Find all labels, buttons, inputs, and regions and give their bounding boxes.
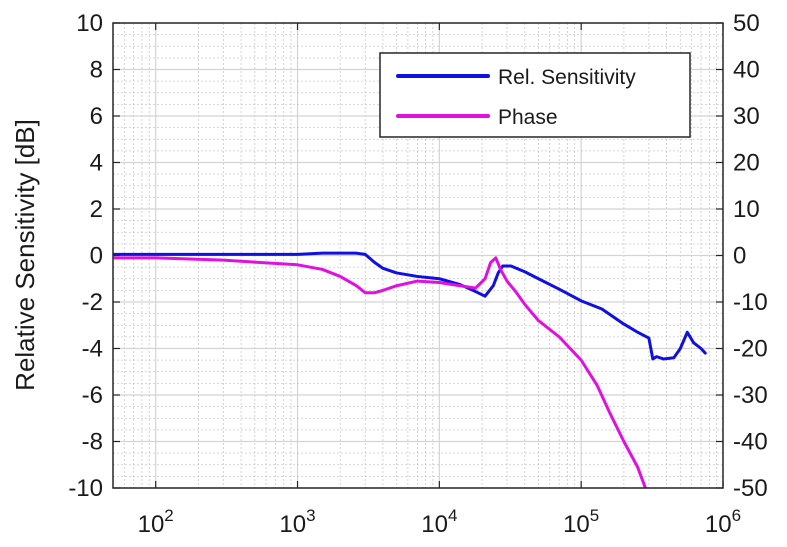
y-right-tick-label: -40 <box>733 429 768 456</box>
y-left-tick-label: -10 <box>68 475 103 502</box>
y-left-tick-label: 8 <box>90 57 103 84</box>
legend-label-phase: Phase <box>498 106 558 129</box>
y-left-tick-labels: 10 8 6 4 2 0 -2 -4 -6 -8 -10 <box>68 10 103 502</box>
y-left-tick-label: -2 <box>82 289 103 316</box>
y-left-tick-label: -4 <box>82 336 103 363</box>
y-right-tick-label: -50 <box>733 475 768 502</box>
y-right-tick-label: 10 <box>733 196 760 223</box>
x-tick-label: 106 <box>705 506 741 538</box>
x-tick-label: 102 <box>138 506 174 538</box>
tick-marks <box>113 22 724 489</box>
y-right-tick-label: 0 <box>733 243 746 270</box>
series-line-sensitivity <box>113 251 707 361</box>
y-axis-label: Relative Sensitivity [dB] <box>10 119 40 391</box>
y-left-tick-label: -8 <box>82 429 103 456</box>
y-right-tick-label: -10 <box>733 289 768 316</box>
legend-box <box>379 52 691 138</box>
y-left-tick-label: 4 <box>90 150 103 177</box>
y-right-tick-label: 50 <box>733 10 760 37</box>
series-line-phase <box>113 256 647 488</box>
legend: Rel. Sensitivity Phase <box>379 52 691 138</box>
y-right-tick-labels: 50 40 30 20 10 0 -10 -20 -30 -40 -50 <box>733 10 768 502</box>
y-left-tick-label: 0 <box>90 243 103 270</box>
y-right-tick-label: -30 <box>733 382 768 409</box>
x-tick-label: 104 <box>421 506 457 538</box>
y-left-tick-label: 10 <box>76 10 103 37</box>
y-left-tick-label: 2 <box>90 196 103 223</box>
y-right-tick-label: -20 <box>733 336 768 363</box>
x-tick-labels: 102 103 104 105 106 <box>138 506 741 538</box>
y-left-tick-label: -6 <box>82 382 103 409</box>
y-right-tick-label: 30 <box>733 103 760 130</box>
x-tick-label: 105 <box>563 506 599 538</box>
x-tick-label: 103 <box>279 506 315 538</box>
series-layer <box>113 251 707 488</box>
y-right-tick-label: 20 <box>733 150 760 177</box>
legend-label-sensitivity: Rel. Sensitivity <box>498 66 636 89</box>
y-right-tick-label: 40 <box>733 57 760 84</box>
y-left-tick-label: 6 <box>90 103 103 130</box>
